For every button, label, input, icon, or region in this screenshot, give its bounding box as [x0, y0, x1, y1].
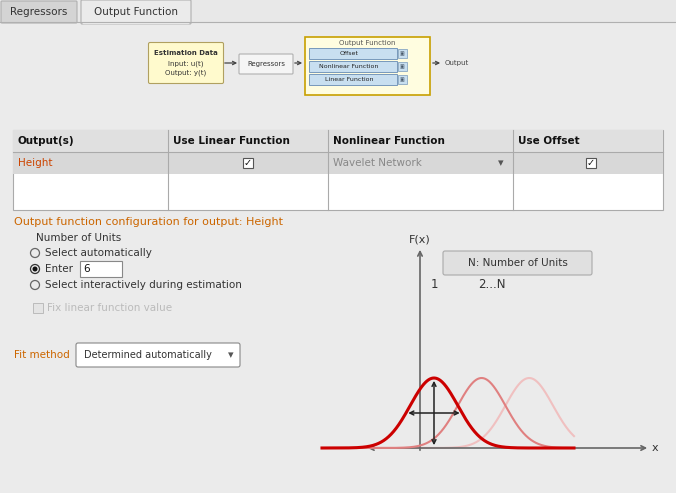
FancyBboxPatch shape [81, 0, 191, 24]
Text: Select interactively during estimation: Select interactively during estimation [45, 280, 242, 290]
Text: ▣: ▣ [400, 64, 404, 69]
Text: x: x [652, 443, 658, 453]
Bar [398, 62, 407, 71]
Text: ▣: ▣ [400, 77, 404, 82]
Bar [309, 61, 397, 72]
Text: Height: Height [18, 158, 53, 168]
FancyBboxPatch shape [76, 343, 240, 367]
Bar [398, 49, 407, 58]
FancyBboxPatch shape [149, 42, 224, 83]
Text: 1: 1 [430, 279, 438, 291]
Text: Enter: Enter [45, 264, 73, 274]
Text: Regressors: Regressors [247, 61, 285, 67]
Bar [80, 261, 122, 277]
Text: Estimation Data: Estimation Data [154, 50, 218, 56]
Text: Output: y(t): Output: y(t) [166, 70, 207, 76]
Bar [243, 158, 253, 168]
Text: Wavelet Network: Wavelet Network [333, 158, 422, 168]
Circle shape [32, 267, 37, 272]
Text: Nonlinear Function: Nonlinear Function [319, 64, 379, 69]
Text: ▾: ▾ [498, 158, 504, 168]
Text: F(x): F(x) [409, 234, 431, 244]
Text: Output Function: Output Function [339, 40, 395, 46]
Text: Offset: Offset [339, 51, 358, 56]
Text: Output(s): Output(s) [18, 136, 74, 146]
Text: Select automatically: Select automatically [45, 248, 152, 258]
Text: Output function configuration for output: Height: Output function configuration for output… [14, 217, 283, 227]
Bar [13, 130, 663, 210]
Text: Output Function: Output Function [94, 7, 178, 17]
Text: ▾: ▾ [228, 350, 234, 360]
Text: ✓: ✓ [244, 158, 252, 168]
Bar [305, 37, 430, 95]
Text: 2...N: 2...N [478, 279, 506, 291]
Text: Linear Function: Linear Function [324, 77, 373, 82]
Bar [398, 75, 407, 84]
Bar [309, 74, 397, 85]
Bar [13, 152, 663, 174]
Bar [585, 158, 596, 168]
Text: Input: u(t): Input: u(t) [168, 61, 203, 67]
Text: Output: Output [445, 60, 469, 66]
Text: ✓: ✓ [587, 158, 595, 168]
Text: 6: 6 [83, 264, 90, 274]
FancyBboxPatch shape [1, 1, 77, 23]
Text: Number of Units: Number of Units [36, 233, 121, 243]
Text: Nonlinear Function: Nonlinear Function [333, 136, 445, 146]
FancyBboxPatch shape [239, 54, 293, 74]
Text: N: Number of Units: N: Number of Units [468, 258, 567, 268]
Text: Determined automatically: Determined automatically [84, 350, 212, 360]
Text: Use Linear Function: Use Linear Function [173, 136, 290, 146]
Bar [13, 130, 663, 152]
Text: Fix linear function value: Fix linear function value [47, 303, 172, 313]
FancyBboxPatch shape [443, 251, 592, 275]
Text: Fit method: Fit method [14, 350, 70, 360]
Text: Regressors: Regressors [10, 7, 68, 17]
Bar [33, 303, 43, 313]
Text: ▣: ▣ [400, 51, 404, 56]
Text: Use Offset: Use Offset [518, 136, 579, 146]
Bar [309, 48, 397, 59]
